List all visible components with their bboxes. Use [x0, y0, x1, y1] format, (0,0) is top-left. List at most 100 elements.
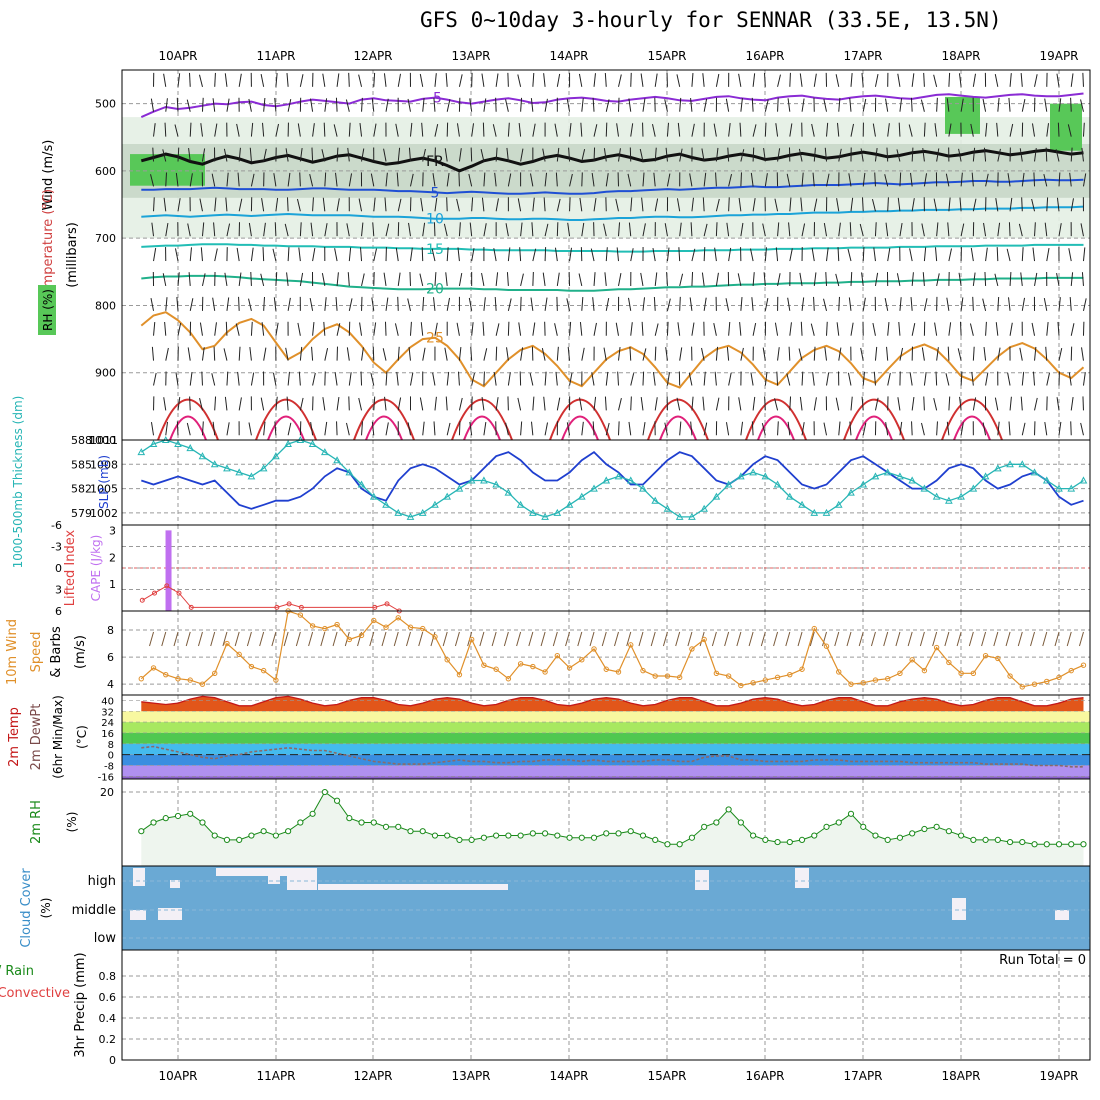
wind-barb — [715, 397, 720, 411]
wind-barb — [933, 198, 938, 212]
wind-barb — [911, 421, 913, 436]
wind-speed-marker — [468, 636, 475, 643]
wind-barb — [678, 247, 681, 262]
wind-barb — [517, 74, 522, 87]
slp-marker — [590, 484, 598, 492]
slp-marker — [969, 484, 978, 492]
wind-barb — [654, 198, 659, 212]
wind-barb — [324, 172, 327, 187]
wind-barb — [813, 272, 817, 287]
slp-marker — [663, 504, 672, 512]
wind-barb — [725, 298, 730, 311]
wind-barb — [236, 247, 240, 262]
wind-barb — [752, 272, 755, 286]
wind-barb — [224, 73, 228, 87]
wind-barb — [703, 297, 707, 311]
wind-barb — [872, 123, 876, 137]
date-label-top: 12APR — [353, 49, 392, 63]
wind-barb — [397, 147, 401, 162]
wind-barb — [826, 122, 829, 137]
wind-barb — [703, 422, 708, 436]
wind-barb — [421, 247, 424, 262]
wind-barb — [629, 346, 632, 361]
wind-barb — [505, 422, 509, 436]
wind-barb — [934, 123, 938, 137]
rh-marker — [468, 836, 475, 844]
wind-barb — [299, 222, 302, 237]
rh-marker — [505, 832, 512, 839]
wind-barb — [275, 322, 279, 336]
wind-speed-marker — [664, 673, 671, 679]
wind-barb — [764, 173, 768, 187]
wind-barb — [495, 198, 499, 212]
wind-barb — [529, 372, 534, 386]
wind-barb — [434, 322, 438, 336]
wind-barb — [654, 397, 658, 411]
wind-barb — [578, 73, 583, 87]
wind-barb — [275, 73, 278, 87]
rh-marker — [554, 832, 561, 839]
wind-barb — [642, 348, 647, 361]
wind-barb — [371, 98, 375, 112]
10m-wind-barb — [479, 631, 485, 647]
wind-barb — [322, 397, 326, 411]
wind-speed-marker — [493, 666, 499, 672]
wind-speed-marker — [481, 662, 487, 668]
wind-barb — [777, 347, 780, 361]
wind-barb — [346, 422, 350, 436]
ylabel-wind-speed: Speed — [29, 632, 44, 673]
wind-barb — [1021, 197, 1023, 212]
wind-barb — [627, 297, 632, 311]
slp-marker — [724, 480, 733, 488]
wind-barb — [469, 222, 473, 237]
wind-barb — [507, 122, 510, 137]
wind-barb — [238, 272, 242, 287]
slp-marker — [896, 472, 904, 480]
wind-barb — [676, 74, 681, 87]
wind-barb — [899, 172, 902, 187]
wind-barb — [969, 323, 974, 336]
wind-barb — [507, 72, 509, 87]
wind-barb — [1082, 72, 1084, 87]
wind-barb — [593, 322, 597, 336]
wind-barb — [592, 97, 595, 112]
isotherm-5 — [141, 178, 1084, 195]
wind-speed-marker — [334, 621, 340, 628]
wind-barb — [186, 422, 191, 436]
wind-barb — [1045, 147, 1048, 162]
wind-barb — [495, 272, 499, 286]
wind-barb — [397, 296, 399, 311]
wind-barb — [1057, 122, 1060, 137]
10m-wind-barb — [736, 631, 742, 647]
slp-marker — [272, 452, 280, 460]
wind-barb — [223, 148, 228, 162]
wind-barb — [395, 123, 399, 137]
cloud-gap — [170, 880, 180, 888]
warm-contour — [757, 415, 795, 441]
wind-speed-marker — [823, 643, 830, 649]
wind-barb — [628, 98, 632, 112]
wind-barb — [848, 173, 852, 187]
wind-barb — [385, 172, 388, 187]
rh-marker — [762, 836, 769, 844]
wind-barb — [468, 173, 473, 187]
wind-barb — [590, 248, 595, 262]
wind-barb — [887, 321, 890, 336]
wind-barb — [456, 198, 460, 212]
date-label-bottom: 12APR — [353, 1069, 392, 1083]
wind-barb — [407, 298, 411, 311]
wind-barb — [887, 197, 889, 212]
wind-speed-marker — [701, 636, 707, 643]
wind-speed-marker — [1007, 673, 1013, 679]
wind-barb — [507, 173, 512, 187]
wind-speed-marker — [713, 670, 720, 677]
wind-barb — [1007, 173, 1011, 187]
wind-barb — [336, 198, 340, 212]
warm-contour — [255, 398, 317, 441]
wind-barb — [419, 73, 424, 87]
wind-barb — [422, 98, 425, 112]
wind-barb — [226, 297, 230, 311]
wind-barb — [569, 197, 571, 212]
wind-barb — [324, 421, 328, 436]
cloud-gap — [318, 884, 508, 890]
